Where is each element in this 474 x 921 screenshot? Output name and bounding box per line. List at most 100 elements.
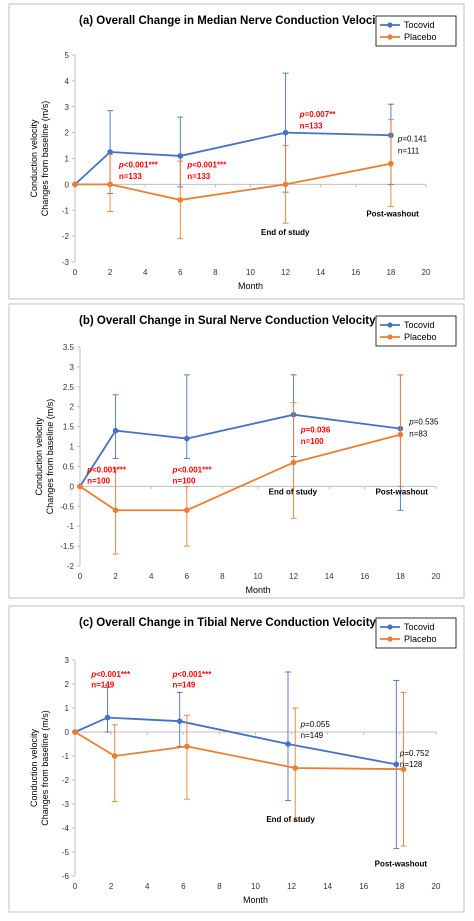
annotation: p<0.001*** (186, 161, 227, 170)
data-point (107, 149, 113, 155)
annotation: p=0.055 (300, 720, 331, 729)
legend-label: Tocovid (404, 20, 435, 30)
y-tick-label: -2 (62, 232, 70, 241)
y-tick-label: 0 (70, 482, 75, 491)
legend-box (375, 315, 457, 347)
annotation: n=149 (91, 681, 114, 690)
annotation: n=128 (400, 760, 423, 769)
chart-title: (c) Overall Change in Tibial Nerve Condu… (79, 617, 377, 629)
x-tick-label: 0 (78, 572, 83, 581)
data-point (282, 129, 289, 136)
y-tick-label: -1.5 (60, 542, 74, 551)
data-point (112, 427, 119, 434)
legend-box (375, 15, 457, 47)
x-tick-label: 20 (432, 882, 441, 891)
legend-label: Placebo (404, 32, 437, 42)
annotation: Post-washout (375, 859, 428, 868)
x-tick-label: 14 (325, 572, 334, 581)
legend-label: Tocovid (404, 320, 435, 330)
x-tick-label: 6 (178, 268, 183, 277)
y-tick-label: -6 (62, 872, 70, 881)
annotation: p<0.001*** (118, 161, 159, 170)
annotation: p<0.001*** (171, 670, 212, 679)
data-point (72, 181, 78, 188)
data-point (290, 459, 297, 466)
annotation: n=100 (87, 477, 110, 486)
series-placebo (77, 374, 404, 555)
chart-title: (a) Overall Change in Median Nerve Condu… (79, 15, 386, 27)
legend-label: Placebo (404, 332, 437, 342)
y-axis-label-line2: Changes from baseline (m/s) (40, 710, 50, 826)
y-tick-label: 3 (65, 103, 70, 112)
annotation: p=0.535 (408, 418, 439, 427)
legend-swatch-marker (387, 34, 393, 40)
y-tick-label: 3 (65, 656, 70, 665)
y-tick-label: -3 (62, 258, 70, 267)
legend-swatch-marker (387, 636, 393, 642)
annotation: End of study (261, 228, 310, 237)
x-tick-label: 10 (251, 882, 260, 891)
y-tick-label: -1 (67, 522, 75, 531)
y-tick-label: 5 (65, 51, 70, 60)
annotation: Post-washout (366, 210, 419, 219)
y-tick-label: 3 (70, 363, 75, 372)
y-axis-label-line2: Changes from baseline (m/s) (40, 101, 50, 217)
data-point (112, 507, 119, 514)
y-tick-label: 2 (65, 680, 70, 689)
panel-frame (8, 3, 465, 300)
y-tick-label: 0 (65, 180, 70, 189)
x-tick-label: 8 (213, 268, 218, 277)
data-point (77, 483, 83, 490)
series-placebo (72, 119, 394, 240)
y-tick-label: 2 (65, 129, 70, 138)
chart-panel-1: (a) Overall Change in Median Nerve Condu… (8, 3, 465, 300)
legend-swatch-marker (387, 334, 393, 340)
y-tick-label: -1 (62, 752, 70, 761)
x-tick-label: 4 (143, 268, 148, 277)
legend-label: Placebo (404, 634, 437, 644)
y-tick-label: -4 (62, 824, 70, 833)
annotation: End of study (269, 487, 318, 496)
x-tick-label: 18 (395, 882, 404, 891)
chart-panel-2: (b) Overall Change in Sural Nerve Conduc… (8, 303, 465, 599)
annotation: Post-washout (375, 487, 428, 496)
annotation: n=100 (173, 477, 196, 486)
x-tick-label: 2 (113, 572, 118, 581)
x-tick-label: 20 (432, 572, 441, 581)
x-tick-label: 14 (323, 882, 332, 891)
x-tick-label: 6 (185, 572, 190, 581)
data-point (393, 761, 400, 768)
data-point (397, 431, 404, 438)
data-point (388, 160, 394, 167)
x-tick-label: 16 (351, 268, 360, 277)
x-axis-label: Month (245, 585, 270, 595)
x-tick-label: 6 (181, 882, 186, 891)
y-axis-label-line2: Changes from baseline (m/s) (45, 399, 55, 515)
annotation: n=100 (301, 437, 324, 446)
data-point (104, 714, 111, 721)
y-tick-label: 1 (65, 155, 70, 164)
x-tick-label: 10 (246, 268, 255, 277)
annotation: n=133 (187, 172, 210, 181)
x-tick-label: 4 (145, 882, 150, 891)
y-axis-label-line1: Conduction velocity (29, 119, 39, 198)
y-tick-label: -2 (62, 776, 70, 785)
data-point (184, 507, 190, 514)
annotation: n=111 (398, 146, 420, 155)
x-tick-label: 2 (109, 882, 114, 891)
y-tick-label: 1.5 (63, 423, 75, 432)
x-tick-label: 12 (289, 572, 298, 581)
chart-title: (b) Overall Change in Sural Nerve Conduc… (79, 315, 376, 327)
x-tick-label: 12 (281, 268, 290, 277)
y-tick-label: 1 (70, 443, 75, 452)
data-point (292, 765, 299, 771)
x-tick-label: 16 (360, 572, 369, 581)
annotation: n=149 (172, 681, 195, 690)
x-tick-label: 8 (217, 882, 222, 891)
data-point (184, 435, 190, 442)
series-placebo (72, 691, 407, 847)
chart-panel-3: (c) Overall Change in Tibial Nerve Condu… (8, 605, 465, 913)
legend-swatch-marker (387, 22, 393, 28)
y-tick-label: -0.5 (60, 502, 74, 511)
legend-label: Tocovid (404, 622, 435, 632)
